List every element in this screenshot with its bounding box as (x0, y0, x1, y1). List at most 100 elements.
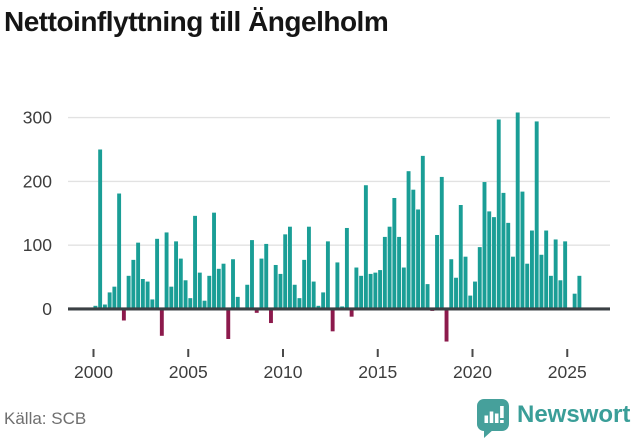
bar-2023Q2 (534, 121, 539, 310)
bar-2019Q3 (463, 256, 468, 309)
bar-2011Q1 (302, 259, 307, 309)
bar-2025Q3 (577, 275, 582, 309)
y-tick-label: 0 (42, 299, 52, 319)
bar-2013Q3 (349, 309, 354, 317)
bar-2005Q2 (193, 215, 197, 309)
bar-2024Q4 (563, 241, 568, 309)
bar-2003Q4 (164, 232, 169, 309)
bar-2012Q3 (330, 309, 335, 332)
bar-2004Q3 (178, 258, 183, 309)
bar-2022Q2 (515, 112, 520, 309)
bar-2005Q4 (202, 300, 207, 309)
bar-2000Q2 (98, 149, 103, 309)
bar-2011Q3 (311, 281, 316, 309)
bar-2017Q2 (420, 155, 425, 309)
bar-2013Q4 (354, 267, 359, 309)
bar-2010Q1 (283, 234, 288, 309)
bar-2017Q1 (416, 209, 421, 309)
x-tick-label: 2025 (548, 362, 587, 382)
bar-2006Q3 (216, 268, 221, 309)
bar-2022Q1 (511, 256, 515, 309)
bar-2007Q1 (226, 309, 231, 339)
bar-2003Q2 (155, 238, 160, 309)
x-tick-label: 2015 (358, 362, 397, 382)
bar-2018Q3 (444, 309, 449, 342)
bar-2009Q1 (264, 243, 269, 309)
bar-2015Q3 (387, 226, 392, 309)
bar-2015Q4 (392, 197, 397, 309)
bar-2009Q3 (273, 264, 278, 309)
bar-2003Q1 (150, 299, 155, 309)
bar-2024Q3 (558, 280, 563, 309)
y-tick-label: 200 (23, 171, 52, 191)
bar-2011Q2 (306, 226, 311, 309)
bar-2024Q2 (553, 239, 558, 309)
source-label: Källa: SCB (4, 409, 87, 428)
bar-2013Q2 (344, 227, 349, 309)
bar-2012Q4 (335, 262, 340, 309)
bar-2020Q4 (487, 211, 492, 309)
bar-2001Q4 (126, 275, 131, 309)
x-tick-label: 2000 (74, 362, 113, 382)
bar-2002Q1 (131, 259, 136, 309)
x-tick-label: 2010 (264, 362, 303, 382)
bar-2019Q1 (454, 277, 458, 309)
bar-2009Q2 (269, 309, 273, 324)
bar-2016Q4 (411, 189, 416, 309)
x-tick-label: 2020 (453, 362, 492, 382)
bar-2018Q2 (439, 176, 444, 309)
bar-2019Q4 (468, 295, 473, 309)
bar-2004Q2 (174, 241, 179, 309)
bar-2006Q4 (221, 263, 226, 309)
bar-2003Q3 (159, 309, 164, 336)
bar-2025Q2 (572, 293, 577, 309)
bar-2020Q3 (482, 182, 487, 309)
bar-2005Q1 (188, 298, 193, 309)
bar-2007Q3 (235, 296, 240, 309)
bar-2016Q2 (401, 267, 406, 309)
bar-2023Q3 (539, 254, 544, 309)
bar-2004Q1 (169, 286, 174, 309)
bar-2020Q1 (473, 281, 477, 309)
bar-2014Q3 (368, 273, 373, 309)
bar-2008Q4 (259, 258, 264, 309)
y-tick-label: 100 (23, 235, 52, 255)
bar-2021Q1 (492, 217, 496, 309)
bar-2012Q1 (321, 292, 326, 309)
bar-2014Q4 (373, 272, 378, 309)
bar-2007Q2 (231, 259, 235, 309)
bar-2001Q1 (112, 286, 117, 309)
bar-2009Q4 (278, 273, 283, 309)
bar-2023Q4 (544, 230, 549, 309)
bar-2010Q3 (292, 284, 297, 309)
bar-2001Q2 (117, 193, 122, 309)
bar-2010Q2 (288, 226, 292, 309)
bar-2000Q3 (102, 304, 107, 309)
bar-2016Q1 (397, 236, 402, 309)
bar-2015Q2 (382, 236, 387, 309)
page-title: Nettoinflyttning till Ängelholm (4, 6, 389, 37)
newsworthy-wordmark: Newsworthy (517, 401, 631, 428)
bar-2004Q4 (183, 280, 188, 309)
bar-2006Q1 (207, 275, 212, 309)
bar-2006Q2 (212, 212, 216, 309)
newsworthy-badge-icon (477, 399, 509, 438)
bar-2012Q2 (325, 241, 330, 309)
bar-2019Q2 (458, 205, 463, 309)
bar-2015Q1 (378, 270, 383, 309)
bar-2008Q3 (254, 309, 259, 313)
bar-2000Q4 (107, 292, 112, 309)
newsworthy-logo[interactable]: Newsworthy (476, 398, 631, 440)
bar-2021Q4 (506, 222, 511, 309)
bar-2002Q2 (136, 242, 141, 309)
y-tick-label: 300 (23, 108, 52, 128)
bar-2001Q3 (121, 309, 126, 321)
bar-2023Q1 (529, 230, 534, 309)
bar-2022Q4 (525, 263, 530, 309)
zero-line (68, 307, 610, 311)
bar-2014Q2 (363, 185, 368, 309)
bar-2018Q1 (435, 234, 439, 309)
bar-2021Q3 (501, 192, 506, 309)
x-tick-label: 2005 (169, 362, 208, 382)
